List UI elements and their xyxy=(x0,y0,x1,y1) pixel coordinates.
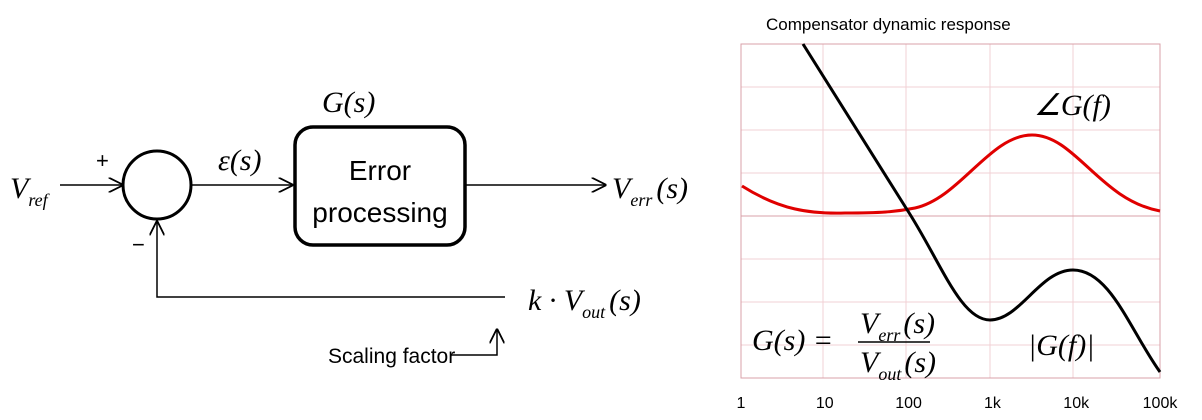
x-tick-label: 1k xyxy=(984,395,1002,412)
chart-title: Compensator dynamic response xyxy=(766,15,1011,34)
chart: Compensator dynamic response ∠G(f) |G(f)… xyxy=(737,15,1179,412)
input-label: Vref xyxy=(10,172,51,210)
feedback-label: k · Vout (s) xyxy=(528,284,641,322)
feedback-path xyxy=(157,222,505,298)
argument: (s) xyxy=(903,307,935,340)
x-tick-label: 1 xyxy=(737,395,746,412)
argument: (s) xyxy=(609,284,641,317)
argument: (s) xyxy=(656,172,688,205)
formula-numerator: Verr (s) xyxy=(860,307,935,345)
x-tick-label: 10 xyxy=(816,395,834,412)
subscript: err xyxy=(630,190,653,210)
magnitude-label: |G(f)| xyxy=(1028,329,1094,362)
plus-sign: + xyxy=(96,148,109,173)
output-label: Verr (s) xyxy=(612,172,688,210)
subscript: out xyxy=(878,364,902,384)
argument: (s) xyxy=(904,346,936,379)
formula-denominator: Vout (s) xyxy=(860,346,936,384)
symbol: k · V xyxy=(528,284,586,317)
block-text: processing xyxy=(312,197,447,228)
x-tick-label: 10k xyxy=(1063,395,1090,412)
x-tick-label: 100k xyxy=(1143,395,1179,412)
x-axis: 1 10 100 1k 10k 100k xyxy=(737,395,1179,412)
subscript: err xyxy=(878,325,901,345)
subscript: out xyxy=(582,302,606,322)
subscript: ref xyxy=(28,190,50,210)
symbol: V xyxy=(860,346,882,379)
block-title: G(s) xyxy=(322,86,375,119)
symbol: V xyxy=(10,172,32,205)
minus-sign: − xyxy=(132,232,145,257)
grid xyxy=(741,44,1160,378)
x-tick-label: 100 xyxy=(895,395,922,412)
magnitude-curve xyxy=(801,43,1162,373)
symbol: V xyxy=(860,307,882,340)
block-diagram xyxy=(60,125,605,356)
phase-label: ∠G(f) xyxy=(1034,89,1111,122)
error-label: ε(s) xyxy=(218,144,261,177)
scaling-label: Scaling factor xyxy=(328,345,455,368)
summing-junction xyxy=(121,149,193,221)
symbol: V xyxy=(612,172,634,205)
formula: G(s) = xyxy=(752,324,833,357)
arrow xyxy=(450,330,497,356)
block-text: Error xyxy=(349,155,411,186)
block xyxy=(293,125,467,247)
phase-curve xyxy=(741,133,1161,215)
